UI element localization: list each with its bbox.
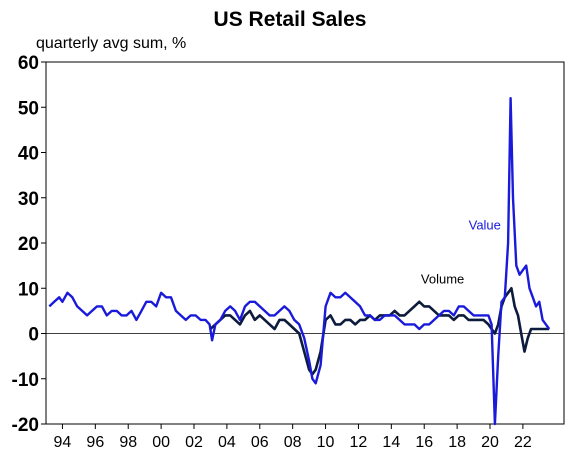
y-tick-label: 0 [28, 325, 39, 346]
x-tick-label: 02 [185, 434, 203, 451]
x-tick-label: 18 [448, 434, 466, 451]
y-tick-label: 20 [18, 234, 39, 255]
x-tick-label: 22 [514, 434, 532, 451]
y-tick-label: 60 [18, 53, 39, 74]
y-tick-label: 50 [18, 98, 39, 119]
y-tick-label: -10 [12, 370, 39, 391]
x-tick-label: 00 [152, 434, 170, 451]
series-line-volume [209, 286, 550, 376]
x-tick-label: 08 [284, 434, 302, 451]
x-tick-label: 98 [119, 434, 137, 451]
x-axis-ticks: 94 96 98 00 02 04 06 08 10 12 14 16 18 20 22 [54, 424, 532, 451]
x-tick-label: 12 [350, 434, 368, 451]
x-tick-label: 16 [415, 434, 433, 451]
y-tick-label: 30 [18, 189, 39, 210]
x-tick-label: 10 [317, 434, 335, 451]
y-axis-ticks: -20 -10 0 10 20 30 40 50 60 [12, 53, 46, 436]
x-tick-label: 06 [251, 434, 269, 451]
x-tick-label: 94 [54, 434, 72, 451]
annotations-layer: Value Volume [421, 217, 501, 286]
x-tick-label: 96 [86, 434, 104, 451]
annotation-volume: Volume [421, 272, 464, 287]
series-line-value [48, 96, 551, 426]
y-tick-label: 10 [18, 279, 39, 300]
y-tick-label: -20 [12, 415, 39, 436]
chart-subtitle: quarterly avg sum, % [36, 35, 186, 52]
x-tick-label: 14 [382, 434, 400, 451]
x-tick-label: 20 [481, 434, 499, 451]
x-tick-label: 04 [218, 434, 236, 451]
annotation-value: Value [469, 217, 501, 232]
chart-title: US Retail Sales [214, 8, 367, 31]
y-tick-label: 40 [18, 144, 39, 165]
plot-area-frame [45, 61, 565, 425]
series-layer [48, 96, 551, 426]
